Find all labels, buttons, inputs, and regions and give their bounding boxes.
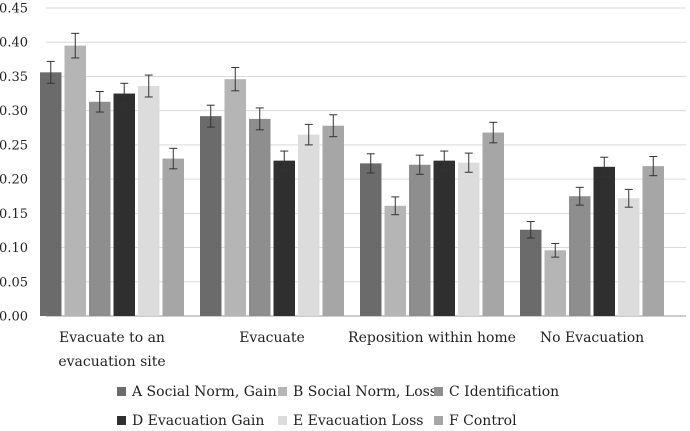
y-tick-label: 0.15 (0, 207, 28, 222)
legend-swatch (117, 416, 126, 425)
x-category-label: evacuation site (58, 354, 165, 370)
bar (298, 134, 320, 316)
legend-label: A Social Norm, Gain (131, 384, 277, 400)
y-tick-label: 0.25 (0, 138, 28, 153)
bar (360, 163, 382, 316)
legend-label: E Evacuation Loss (293, 413, 423, 429)
legend-label: F Control (449, 413, 517, 429)
x-category-label: Evacuate to an (59, 330, 165, 346)
bar (618, 198, 640, 316)
y-tick-label: 0.40 (0, 36, 28, 51)
bar (64, 45, 86, 317)
bar (642, 166, 664, 316)
bar (322, 125, 344, 316)
bar (40, 72, 62, 317)
bar (224, 79, 246, 316)
y-tick-label: 0.10 (0, 241, 28, 256)
x-category-label: Reposition within home (348, 330, 516, 346)
bar (458, 162, 480, 316)
bar (593, 166, 615, 316)
legend-swatch (278, 416, 287, 425)
bar (544, 250, 566, 316)
bar (249, 118, 271, 316)
legend-swatch (117, 387, 126, 396)
x-category-label: Evacuate (239, 330, 305, 346)
legend: A Social Norm, Gain B Social Norm, Loss C … (117, 384, 559, 429)
bar (569, 196, 591, 316)
legend-swatch (434, 416, 443, 425)
bar (520, 229, 542, 316)
bar (482, 132, 504, 316)
bar (433, 160, 455, 316)
y-tick-label: 0.30 (0, 104, 28, 119)
bar (384, 205, 406, 316)
legend-swatch (434, 387, 443, 396)
legend-label: B Social Norm, Loss (293, 384, 437, 400)
y-tick-label: 0.45 (0, 2, 28, 17)
legend-label: C Identification (449, 384, 559, 400)
bar (273, 160, 295, 316)
y-tick-label: 0.00 (0, 310, 28, 325)
legend-label: D Evacuation Gain (132, 413, 264, 429)
legend-swatch (278, 387, 287, 396)
bar (409, 164, 431, 316)
bar (162, 158, 184, 316)
y-axis-ticks: 0.00 0.05 0.10 0.15 0.20 0.25 0.30 0.35 0.40 0.45 (0, 2, 28, 325)
error-bars (46, 32, 658, 258)
y-tick-label: 0.20 (0, 173, 28, 188)
bar (113, 93, 135, 316)
y-tick-label: 0.35 (0, 70, 28, 85)
bar (200, 116, 222, 317)
x-axis-labels: Evacuate to an evacuation site Evacuate Rep… (58, 330, 644, 370)
bars (40, 45, 664, 317)
x-category-label: No Evacuation (540, 330, 644, 346)
bar (138, 86, 160, 316)
bar (89, 101, 111, 316)
y-tick-label: 0.05 (0, 275, 28, 290)
